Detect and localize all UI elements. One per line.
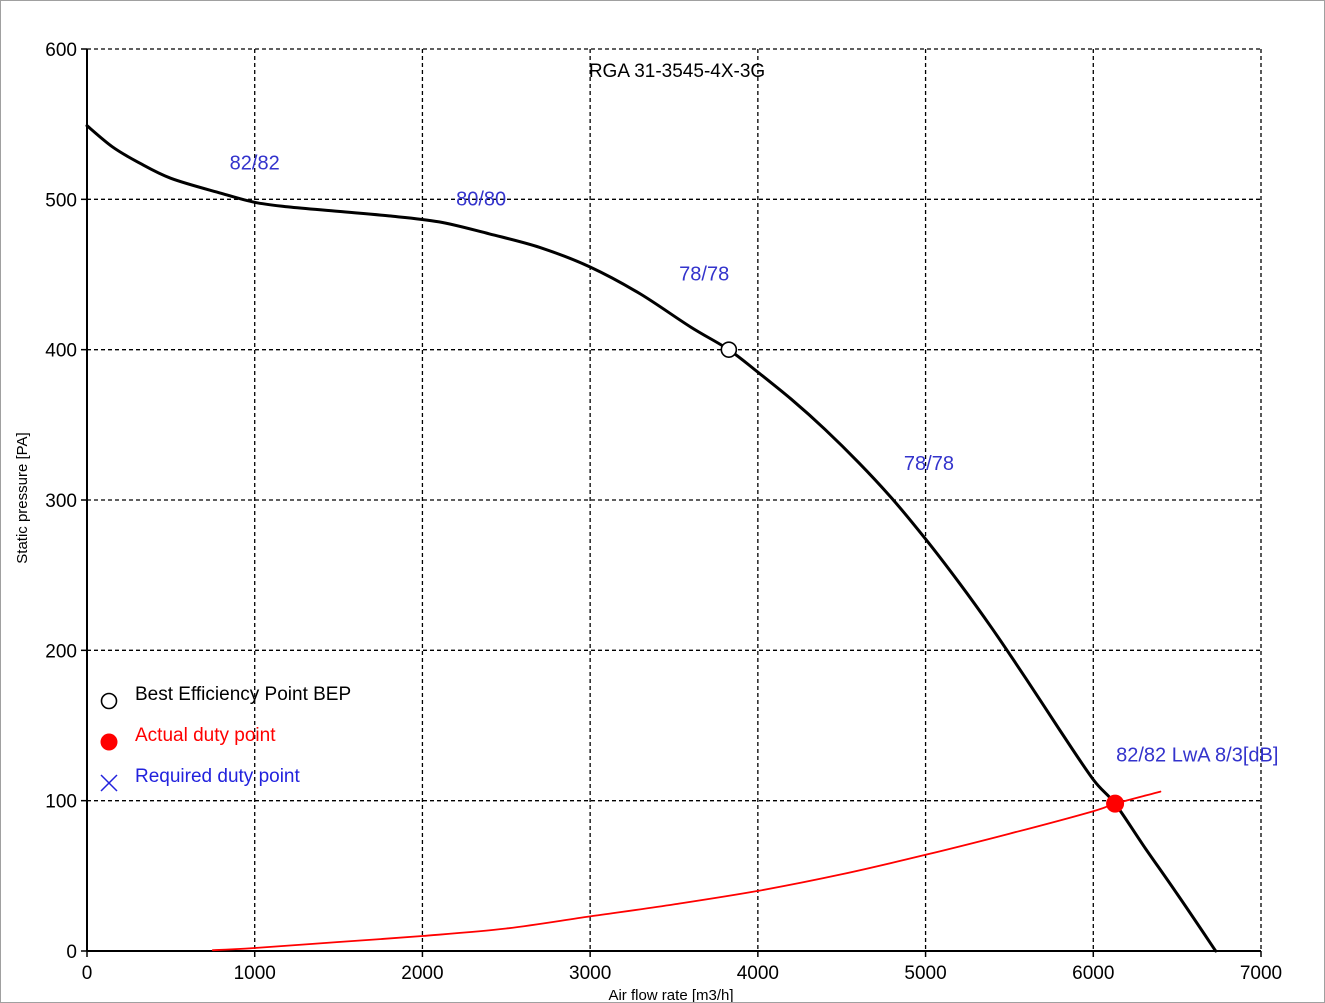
- sound-level-label: 78/78: [679, 264, 729, 286]
- legend-label: Required duty point: [135, 766, 300, 787]
- grid-layer: [86, 48, 1262, 952]
- sound-level-label: 80/80: [456, 188, 506, 210]
- x-tick-label: 6000: [1072, 963, 1114, 984]
- legend-cross-icon: [100, 774, 118, 792]
- y-tick-label: 300: [45, 491, 77, 512]
- y-tick-label: 0: [66, 942, 77, 963]
- x-tick-label: 0: [82, 963, 93, 984]
- legend: Best Efficiency Point BEP Actual duty poi…: [100, 684, 351, 792]
- x-tick-label: 7000: [1240, 963, 1282, 984]
- duty-point-marker: [1106, 794, 1125, 813]
- x-tick-label: 3000: [569, 963, 611, 984]
- bep-marker: [720, 341, 738, 358]
- x-tick-label: 4000: [737, 963, 779, 984]
- y-axis-label: Static pressure [PA]: [14, 432, 31, 563]
- annotation-layer: 82/82 80/80 78/78 78/78 82/82 LwA 8/3[dB]: [230, 152, 1279, 766]
- y-tick-label: 600: [45, 40, 77, 61]
- sound-level-label: 82/82 LwA 8/3[dB]: [1116, 745, 1278, 767]
- series-layer: [85, 124, 1218, 953]
- x-tick-label: 5000: [904, 963, 946, 984]
- marker-layer: [720, 341, 1125, 813]
- fan-curve-line: [85, 124, 1218, 953]
- x-tick-label: 1000: [234, 963, 276, 984]
- axis-layer: 0 1000 2000 3000 4000 5000 6000 7000 0 100 200 300 4…: [45, 40, 1282, 984]
- sound-level-label: 78/78: [904, 453, 954, 475]
- chart-title: RGA 31-3545-4X-3G: [589, 61, 765, 82]
- y-tick-label: 400: [45, 341, 77, 362]
- system-curve-line: [211, 790, 1162, 952]
- x-axis-label: Air flow rate [m3/h]: [608, 987, 733, 1002]
- sound-level-label: 82/82: [230, 152, 280, 174]
- x-tick-label: 2000: [401, 963, 443, 984]
- y-tick-label: 100: [45, 792, 77, 813]
- legend-open-circle-icon: [100, 692, 118, 710]
- legend-label: Best Efficiency Point BEP: [135, 684, 351, 705]
- y-tick-label: 200: [45, 641, 77, 662]
- y-tick-label: 500: [45, 190, 77, 211]
- legend-filled-circle-icon: [100, 733, 118, 751]
- legend-label: Actual duty point: [135, 725, 276, 746]
